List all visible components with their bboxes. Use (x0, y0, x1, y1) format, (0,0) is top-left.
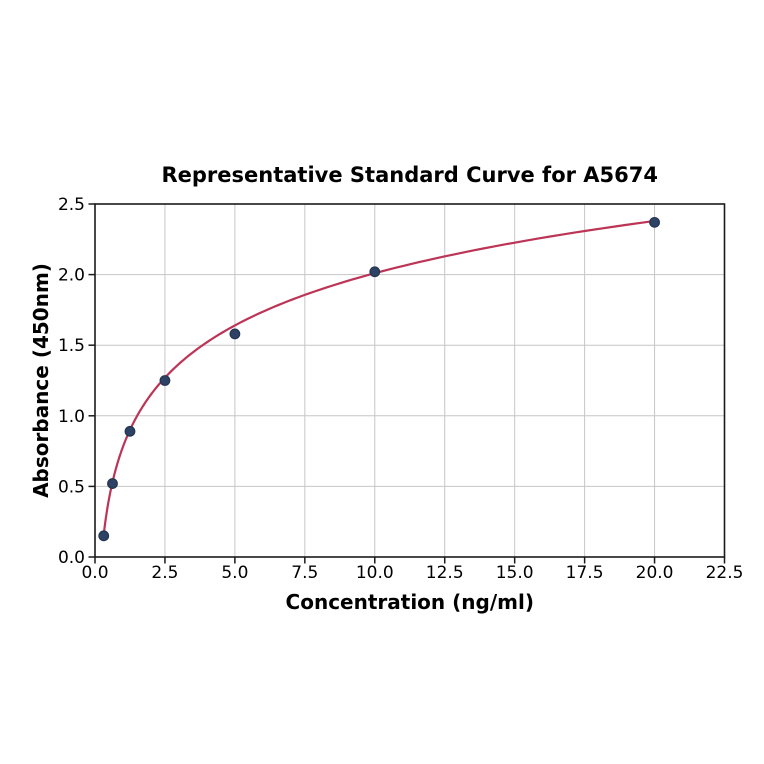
data-point-marker (159, 375, 171, 386)
y-tick-label: 2.5 (58, 195, 85, 215)
fit-curve-line (102, 219, 656, 536)
grid-lines (95, 204, 725, 557)
data-point-markers (98, 216, 660, 542)
data-point-marker (369, 266, 381, 278)
data-point-marker (107, 478, 118, 489)
plot-border (94, 203, 726, 558)
x-tick-labels: 0.0 2.5 5.0 7.5 10.0 12.5 15.0 17.5 20.0 22.5 (81, 563, 743, 583)
y-tick-label: 0.0 (58, 548, 85, 568)
chart-title: Representative Standard Curve for A5674 (161, 163, 658, 187)
axis-ticks (88, 203, 726, 564)
data-point-marker (229, 328, 241, 340)
y-axis-label: Absorbance (450nm) (29, 263, 53, 498)
y-tick-label: 1.0 (58, 407, 85, 427)
x-tick-label: 20.0 (636, 563, 674, 583)
x-tick-label: 17.5 (566, 563, 604, 583)
x-tick-label: 10.0 (356, 563, 394, 583)
y-tick-label: 1.5 (58, 336, 85, 356)
x-tick-label: 7.5 (291, 563, 318, 583)
x-tick-label: 15.0 (496, 563, 534, 583)
x-tick-label: 5.0 (221, 563, 248, 583)
x-tick-label: 0.0 (81, 563, 108, 583)
data-point-marker (98, 530, 110, 542)
data-point-marker (649, 216, 660, 228)
x-tick-label: 22.5 (706, 563, 744, 583)
data-point-marker (124, 425, 136, 437)
x-tick-label: 2.5 (151, 563, 178, 583)
y-tick-label: 2.0 (58, 266, 85, 286)
y-tick-labels: 0.0 0.5 1.0 1.5 2.0 2.5 (58, 195, 85, 568)
x-axis-label: Concentration (ng/ml) (286, 590, 534, 614)
x-tick-label: 12.5 (426, 563, 464, 583)
y-tick-label: 0.5 (58, 477, 85, 497)
